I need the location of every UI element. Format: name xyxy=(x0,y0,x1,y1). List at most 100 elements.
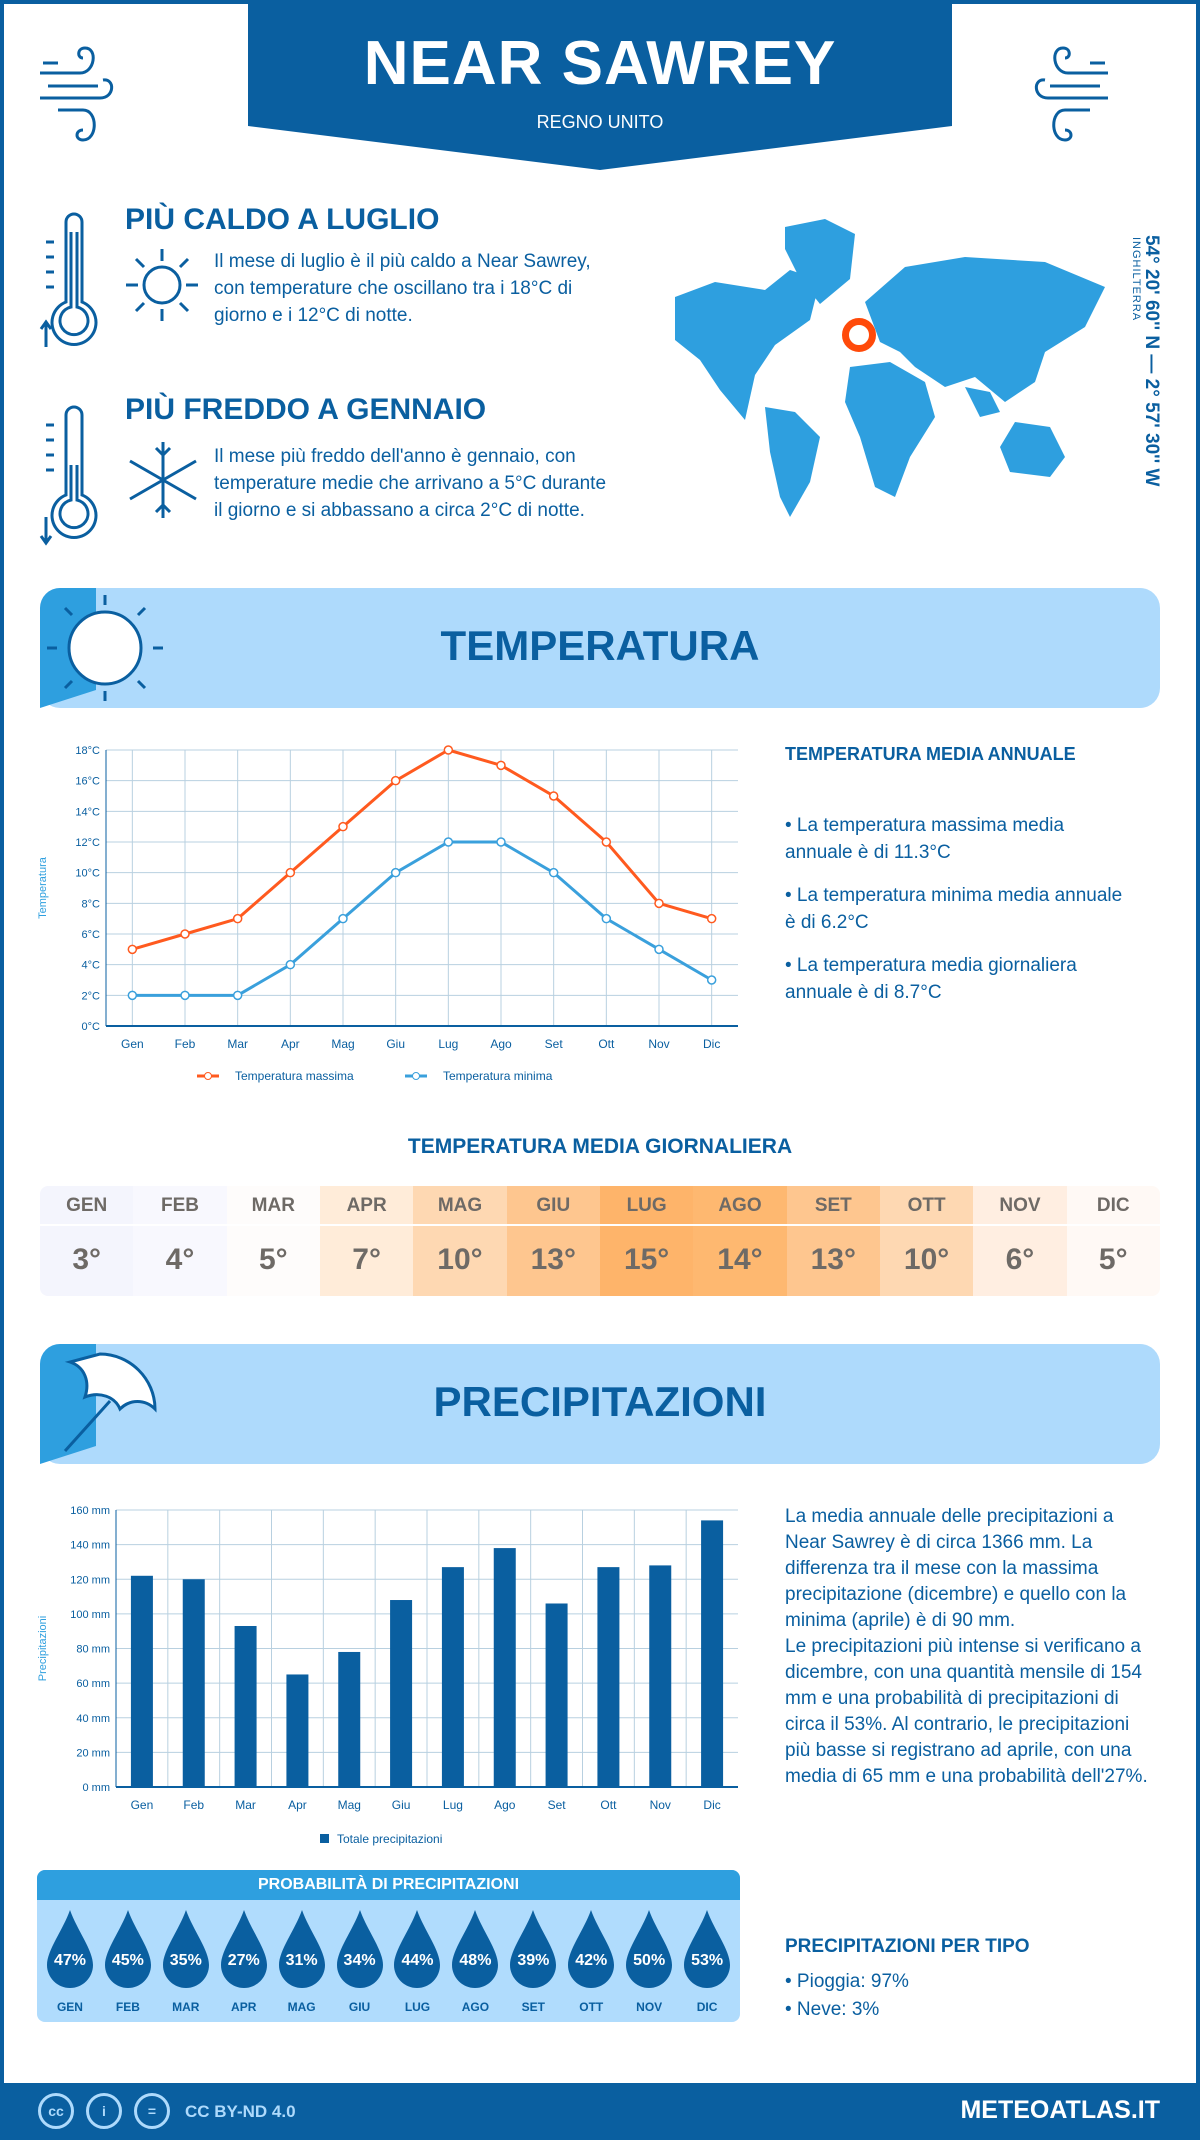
footer: cc i = CC BY-ND 4.0 METEOATLAS.IT xyxy=(0,2083,1200,2140)
data-point xyxy=(390,867,401,878)
wind-icon xyxy=(40,46,114,142)
y-tick-label: 120 mm xyxy=(70,1574,110,1586)
y-tick-label: 60 mm xyxy=(76,1678,110,1690)
raindrop-icon xyxy=(46,1910,93,1988)
precip-bar xyxy=(441,1567,464,1787)
daily-temp-cell: MAR 5° xyxy=(226,1186,320,1296)
data-point xyxy=(654,898,664,909)
probability-drop: 53% DIC xyxy=(678,1910,736,2014)
daily-temp-cell: GEN 3° xyxy=(40,1186,134,1296)
raindrop-icon xyxy=(394,1910,441,1988)
precip-detail: Le precipitazioni più intense si verific… xyxy=(785,1636,1148,1787)
data-point xyxy=(338,913,348,924)
probability-drop: 27% APR xyxy=(215,1910,273,2014)
data-point xyxy=(232,913,243,924)
probability-drop: 39% SET xyxy=(504,1910,562,2014)
probability-value: 34% xyxy=(343,1952,376,1969)
month-label: FEB xyxy=(115,2000,140,2014)
y-tick-label: 40 mm xyxy=(76,1713,110,1725)
x-tick-label: Ago xyxy=(494,1798,516,1812)
probability-drop: 50% NOV xyxy=(620,1910,678,2014)
temperature-title: TEMPERATURA xyxy=(440,622,760,669)
country-subtitle: REGNO UNITO xyxy=(536,112,664,132)
x-tick-label: Giu xyxy=(386,1037,405,1051)
month-label: MAR xyxy=(226,1186,320,1226)
x-tick-label: Apr xyxy=(288,1798,307,1812)
month-label: FEB xyxy=(133,1186,227,1226)
data-point xyxy=(654,944,664,955)
temp-value: 6° xyxy=(1005,1243,1035,1276)
daily-temp-cell: MAG 10° xyxy=(413,1186,507,1296)
region-label: INGHILTERRA xyxy=(1130,237,1142,322)
data-point xyxy=(443,745,454,755)
probability-drop: 45% FEB xyxy=(99,1910,157,2014)
data-point xyxy=(548,791,559,801)
probability-value: 47% xyxy=(53,1952,86,1969)
data-point xyxy=(232,990,243,1001)
precip-bar xyxy=(597,1567,620,1787)
precip-bar xyxy=(130,1575,153,1787)
precip-bar xyxy=(545,1603,568,1787)
probability-value: 39% xyxy=(517,1952,550,1969)
probability-value: 45% xyxy=(111,1952,144,1969)
raindrop-icon xyxy=(568,1910,615,1988)
raindrop-icon xyxy=(104,1910,151,1988)
precip-bar xyxy=(649,1565,672,1787)
precip-bar xyxy=(182,1579,205,1787)
temp-value: 4° xyxy=(165,1243,195,1276)
sun-icon xyxy=(126,249,198,321)
y-tick-label: 6°C xyxy=(82,929,101,941)
data-point xyxy=(338,821,348,832)
precipitation-banner: PRECIPITAZIONI xyxy=(40,1344,1160,1464)
data-point xyxy=(127,944,138,955)
annual-bullet: • La temperatura massima media annuale è… xyxy=(785,815,1065,863)
y-tick-label: 18°C xyxy=(75,745,100,757)
month-label: MAG xyxy=(413,1186,507,1226)
thermometer-up-icon xyxy=(39,212,98,347)
month-label: GIU xyxy=(348,2000,371,2014)
data-point xyxy=(496,760,506,771)
raindrop-icon xyxy=(220,1910,267,1988)
x-tick-label: Ott xyxy=(598,1037,615,1051)
license-label[interactable]: CC BY-ND 4.0 xyxy=(185,2102,296,2121)
temp-value: 7° xyxy=(352,1243,381,1276)
probability-drop: 44% LUG xyxy=(389,1910,447,2014)
x-tick-label: Feb xyxy=(175,1037,196,1051)
precip-type-heading: PRECIPITAZIONI PER TIPO xyxy=(785,1936,1030,1957)
month-label: MAG xyxy=(287,2000,316,2014)
month-label: NOV xyxy=(636,2000,663,2014)
x-tick-label: Gen xyxy=(121,1037,144,1051)
x-tick-label: Nov xyxy=(648,1037,669,1051)
daily-temp-table: GEN 3° FEB 4° MAR 5° APR 7° MAG 10° GIU 13° LUG 15° AG… xyxy=(40,1186,1160,1296)
x-tick-label: Mar xyxy=(227,1037,248,1051)
y-tick-label: 2°C xyxy=(82,990,101,1002)
x-tick-label: Mag xyxy=(331,1037,354,1051)
daily-temp-cell: SET 13° xyxy=(786,1186,880,1296)
month-label: SET xyxy=(521,2000,545,2014)
temp-value: 13° xyxy=(810,1243,856,1276)
y-tick-label: 140 mm xyxy=(70,1540,110,1552)
site-link[interactable]: METEOATLAS.IT xyxy=(960,2096,1160,2124)
annual-bullet: • La temperatura media giornaliera annua… xyxy=(785,955,1077,1003)
thermometer-down-icon xyxy=(39,405,98,546)
y-tick-label: 12°C xyxy=(75,837,100,849)
legend-marker xyxy=(412,1072,420,1080)
x-tick-label: Ago xyxy=(490,1037,512,1051)
month-label: SET xyxy=(786,1186,880,1226)
y-tick-label: 16°C xyxy=(75,776,100,788)
temp-value: 3° xyxy=(72,1243,101,1276)
precipitation-chart: 0 mm 20 mm 40 mm 60 mm 80 mm 100 mm 120 mm 140 … xyxy=(37,1505,738,1846)
temp-value: 13° xyxy=(530,1243,576,1276)
precip-bar xyxy=(234,1625,257,1787)
x-tick-label: Set xyxy=(545,1037,564,1051)
raindrop-icon xyxy=(162,1910,209,1988)
x-tick-label: Nov xyxy=(650,1798,671,1812)
temp-value: 15° xyxy=(623,1243,670,1276)
series-line xyxy=(131,748,713,951)
temp-value: 5° xyxy=(1098,1243,1128,1276)
x-tick-label: Feb xyxy=(183,1798,204,1812)
x-tick-label: Mar xyxy=(235,1798,256,1812)
x-tick-label: Gen xyxy=(131,1798,154,1812)
precip-summary: La media annuale delle precipitazioni a … xyxy=(785,1506,1127,1631)
daily-temp-cell: FEB 4° xyxy=(133,1186,227,1296)
